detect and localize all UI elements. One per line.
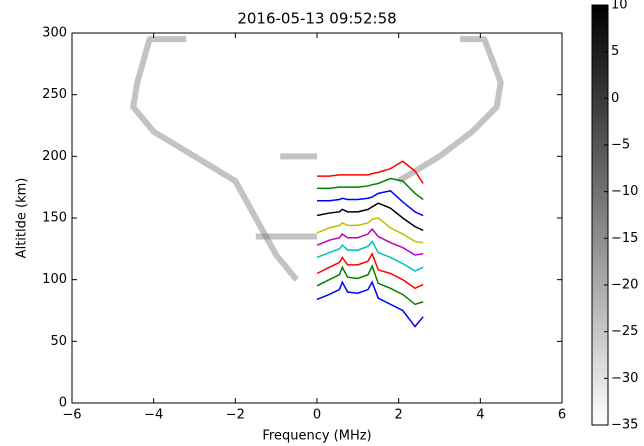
- data-line: [317, 190, 424, 217]
- colorbar-tick-label: 0: [611, 91, 619, 106]
- x-tick-label: −4: [144, 408, 163, 423]
- echo-trace: [130, 36, 299, 282]
- data-line: [316, 280, 424, 328]
- y-tick-label: 300: [42, 26, 67, 41]
- data-line: [316, 217, 424, 244]
- colorbar-tick-label: −10: [611, 184, 638, 199]
- data-line: [316, 264, 424, 306]
- colorbar: [591, 4, 609, 426]
- colorbar-tick-label: −20: [611, 278, 638, 293]
- colorbar-tick-label: 5: [611, 44, 619, 59]
- colorbar-tick-label: −25: [611, 324, 638, 339]
- data-line: [316, 227, 424, 256]
- echo-trace: [397, 36, 504, 184]
- colorbar-tick-label: 10: [611, 0, 628, 13]
- x-tick-label: −2: [226, 408, 245, 423]
- x-tick-label: 4: [476, 408, 484, 423]
- data-line: [316, 251, 424, 290]
- y-tick-label: 200: [42, 149, 67, 164]
- y-tick-label: 50: [50, 334, 67, 349]
- colorbar-tick-label: −15: [611, 231, 638, 246]
- x-tick-label: −6: [62, 408, 81, 423]
- x-axis-label: Frequency (MHz): [262, 429, 371, 444]
- data-line: [317, 160, 424, 184]
- y-tick-label: 0: [59, 396, 67, 411]
- x-tick-label: 0: [313, 408, 321, 423]
- colorbar-tick-label: −35: [611, 418, 638, 433]
- x-tick-label: 6: [558, 408, 566, 423]
- y-tick-label: 100: [42, 272, 67, 287]
- colorbar-tick-label: −30: [611, 371, 638, 386]
- plot-frame: [71, 32, 563, 404]
- data-line: [316, 240, 424, 272]
- data-line: [316, 202, 424, 232]
- x-tick-label: 2: [395, 408, 403, 423]
- data-line: [317, 177, 424, 201]
- chart-title: 2016-05-13 09:52:58: [237, 10, 396, 28]
- y-tick-label: 250: [42, 87, 67, 102]
- y-tick-label: 150: [42, 211, 67, 226]
- y-axis-label: Altitlde (km): [15, 178, 30, 259]
- colorbar-tick-label: −5: [611, 138, 630, 153]
